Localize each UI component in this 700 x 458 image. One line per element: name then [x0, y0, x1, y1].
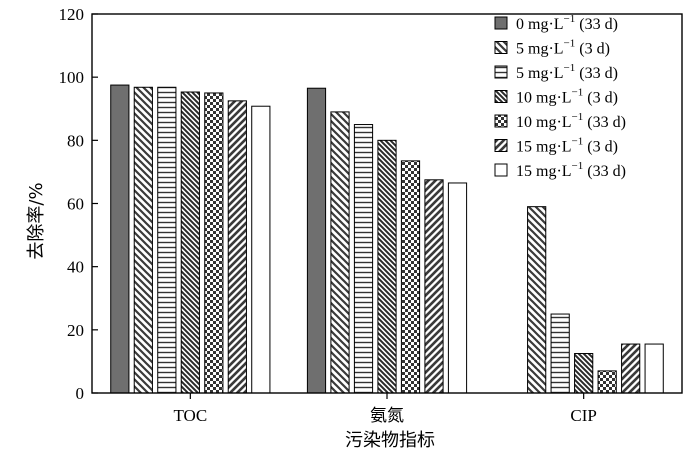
bar — [251, 105, 271, 394]
bar — [527, 206, 547, 394]
bar — [330, 111, 350, 394]
legend-swatch — [494, 41, 508, 54]
x-axis-title: 污染物指标 — [345, 430, 435, 451]
y-tick-label: 100 — [59, 68, 85, 87]
x-tick-label: TOC — [173, 406, 207, 425]
bar — [377, 139, 397, 394]
legend-label: 5 mg·L−1 (33 d) — [516, 62, 618, 82]
plot-frame — [91, 13, 683, 394]
bar — [227, 100, 247, 394]
bar — [400, 160, 421, 394]
bar — [133, 86, 153, 394]
bar — [157, 86, 177, 394]
y-axis-title: 去除率/% — [26, 182, 47, 259]
x-tick-label: CIP — [570, 406, 596, 425]
bar — [110, 84, 130, 394]
legend-swatch — [494, 16, 508, 30]
bar — [424, 179, 444, 394]
legend-label: 5 mg·L−1 (3 d) — [516, 38, 610, 58]
legend-label: 15 mg·L−1 (3 d) — [516, 136, 618, 156]
x-tick-label: 氨氮 — [370, 406, 404, 425]
y-tick-label: 60 — [67, 195, 84, 214]
bar — [180, 91, 200, 394]
bar — [621, 343, 641, 394]
bar — [353, 124, 374, 394]
y-tick-label: 0 — [76, 384, 85, 403]
legend: 0 mg·L−1 (33 d) 5 mg·L−1 (3 d) 5 mg·L−1 (3… — [494, 13, 626, 180]
legend-swatch — [494, 90, 508, 103]
bar — [574, 353, 594, 394]
legend-swatch — [494, 163, 508, 177]
bar — [644, 343, 664, 394]
y-tick-label: 20 — [67, 321, 84, 340]
bar — [597, 370, 617, 394]
legend-label: 10 mg·L−1 (3 d) — [516, 87, 618, 107]
legend-swatch — [494, 139, 508, 152]
bar — [204, 92, 224, 394]
legend-label: 10 mg·L−1 (33 d) — [516, 111, 626, 131]
legend-label: 0 mg·L−1 (33 d) — [516, 13, 618, 33]
y-tick-label: 40 — [67, 258, 84, 277]
bar — [550, 313, 570, 394]
bar — [306, 87, 327, 394]
y-tick-label: 120 — [59, 5, 85, 24]
y-tick-label: 80 — [67, 131, 84, 150]
legend-swatch — [494, 65, 508, 79]
legend-swatch — [494, 114, 508, 128]
legend-label: 15 mg·L−1 (33 d) — [516, 160, 626, 180]
bar — [447, 182, 468, 394]
